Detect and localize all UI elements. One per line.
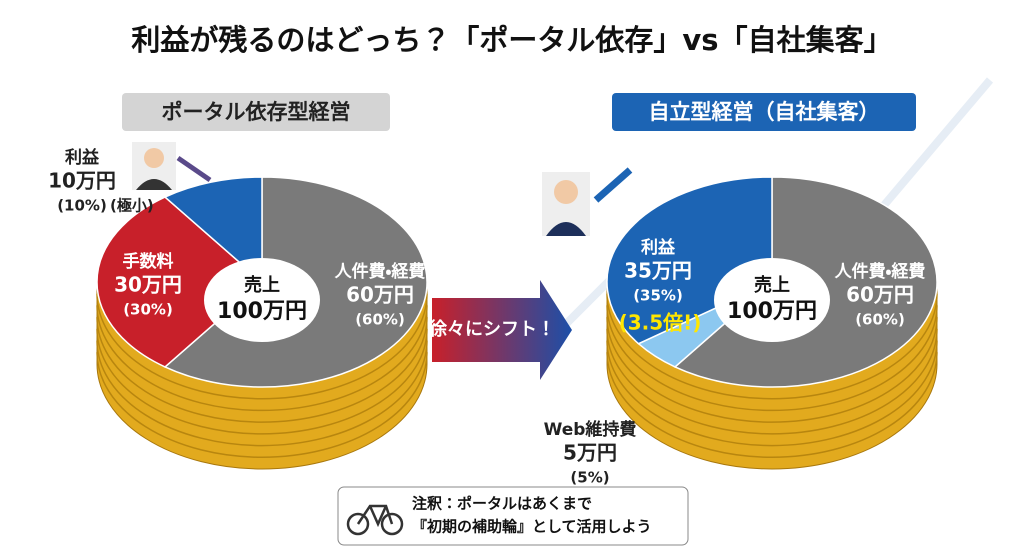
coin-ridge	[606, 317, 938, 423]
note-box	[337, 486, 689, 546]
coin-ridge	[606, 352, 938, 458]
coin-ridge	[606, 305, 938, 412]
coin-ridge	[96, 293, 428, 400]
coin-ridge	[96, 340, 428, 447]
pie-slice	[606, 176, 773, 345]
pie-slice	[96, 196, 264, 368]
coin-ridge	[96, 317, 428, 423]
arrow-label: 徐々にシフト！	[428, 318, 555, 340]
slice-label: 60万円	[846, 283, 914, 307]
slice-label: (5%)	[570, 469, 609, 487]
slice-label: 30万円	[114, 273, 182, 297]
coin-ridge	[606, 340, 938, 447]
note-text: 『初期の補助輪』として活用しよう	[412, 518, 652, 536]
chart-title: 自立型経営（自社集客）	[649, 100, 880, 124]
page-title: 利益が残るのはどっち？「ポータル依存」vs「自社集客」	[131, 23, 892, 57]
slice-label: 60万円	[346, 283, 414, 307]
donut-hole	[714, 258, 830, 342]
coin-ridge	[96, 305, 428, 412]
center-label: 売上	[244, 274, 280, 296]
slice-label: Web維持費	[544, 419, 637, 440]
coin-ridge	[606, 328, 938, 435]
slice-label: (35%)	[633, 287, 683, 305]
slice-label: 10万円	[48, 169, 116, 193]
slice-label: (10%)	[57, 197, 107, 215]
person-icon	[542, 167, 633, 236]
bicycle-icon	[346, 504, 404, 536]
slice-label: (30%)	[123, 301, 173, 319]
annotation: (3.5倍!)	[619, 311, 702, 335]
charts: 人件費・経費60万円(60%)手数料30万円(30%)利益10万円(10%)売上…	[48, 147, 938, 487]
pie-slice	[163, 176, 263, 284]
center-value: 100万円	[727, 299, 817, 324]
person-icon	[132, 142, 212, 190]
chart-title: ポータル依存型経営	[162, 100, 351, 124]
center-label: 売上	[754, 274, 790, 296]
slice-label: 35万円	[624, 259, 692, 283]
slice-label: 手数料	[123, 251, 174, 272]
slice-label: (60%)	[355, 311, 405, 329]
donut-hole	[204, 258, 320, 342]
header-box	[122, 93, 390, 131]
slice-label: 利益	[641, 237, 676, 258]
slice-label: 人件費・経費	[834, 261, 926, 282]
shift-arrow	[432, 280, 572, 380]
coin-ridge	[96, 352, 428, 458]
note-text: 注釈：ポータルはあくまで	[412, 495, 592, 513]
center-value: 100万円	[217, 299, 307, 324]
coin-ridge	[96, 328, 428, 435]
slice-label: 利益	[65, 147, 100, 168]
slice-label: (60%)	[855, 311, 905, 329]
annotation: (極小)	[110, 197, 154, 215]
coin-ridge	[606, 293, 938, 400]
slice-label: 人件費・経費	[334, 261, 426, 282]
header-box	[612, 93, 916, 131]
slice-label: 5万円	[563, 441, 617, 465]
